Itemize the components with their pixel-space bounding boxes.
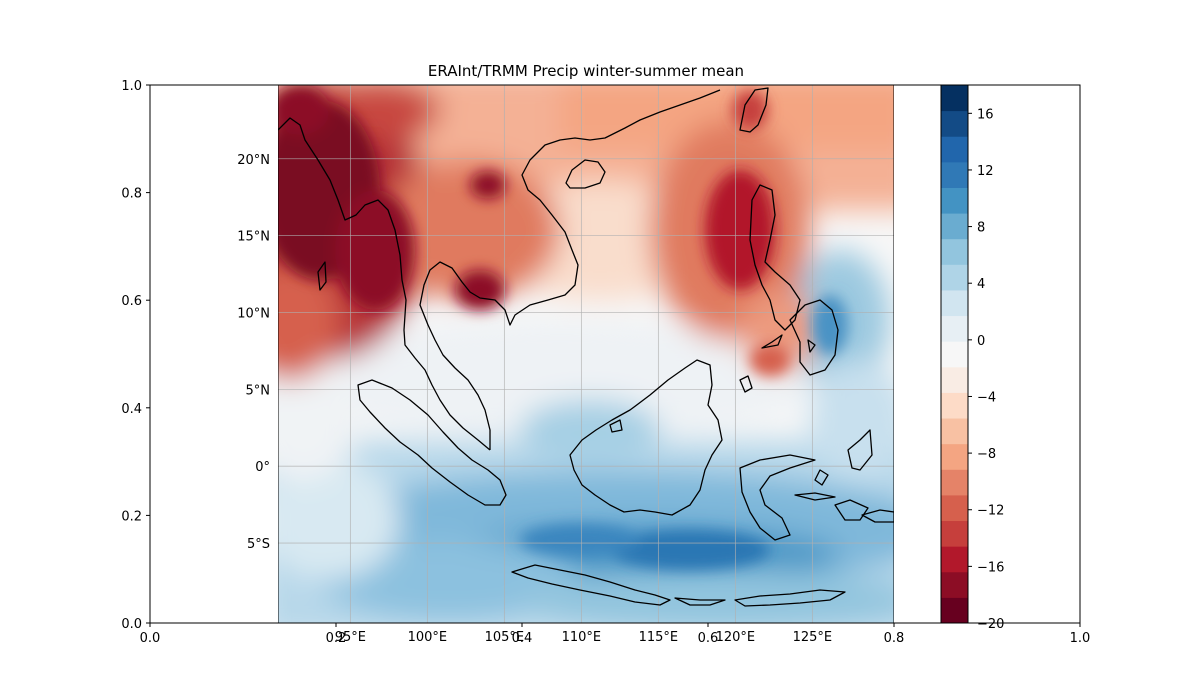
lon-labels: 95°E 100°E 105°E 110°E 115°E 120°E 125°E [335,630,832,645]
colorbar-swatch [941,289,968,317]
outer-y-tick-label: 0.6 [121,294,142,309]
colorbar-swatch [941,341,968,368]
colorbar-tick-label: 4 [977,277,985,292]
coastlines [278,87,894,607]
colorbar-swatch [941,418,968,445]
colorbar-swatch [941,469,968,496]
lat-labels: 20°N 15°N 10°N 5°N 0° 5°S [237,153,270,552]
colorbar-tick-label: 8 [977,221,985,236]
lon-label: 95°E [335,630,366,645]
colorbar-swatch [941,110,968,137]
lat-label: 0° [255,460,270,475]
colorbar-swatch [941,213,968,240]
colorbar-swatch [941,264,968,291]
map-panel [278,85,894,623]
outer-x-tick-label: 0.6 [698,631,719,646]
colorbar-swatch [941,161,968,188]
colorbar-tick-label: −16 [977,560,1004,575]
colorbar-swatch [941,187,968,214]
colorbar-tick-label: 16 [977,107,994,122]
outer-x-tick-label: 0.0 [140,631,161,646]
lon-label: 115°E [639,630,679,645]
outer-x-tick-label: 0.8 [884,631,905,646]
colorbar-tick-label: −8 [977,447,996,462]
outer-y-tick-label: 0.4 [121,402,142,417]
lat-label: 5°N [246,383,271,398]
colorbar-tick-label: 12 [977,164,994,179]
outer-x-tick-label: 0.2 [326,631,347,646]
colorbar-swatch [941,443,968,470]
colorbar-swatch [941,315,968,342]
outer-x-tick-label: 1.0 [1070,631,1091,646]
colorbar-swatch [941,366,968,393]
lat-label: 5°S [247,537,270,552]
colorbar-swatch [941,238,968,265]
outer-y-tick-label: 0.2 [121,509,142,524]
outer-y-tick-label: 0.0 [121,617,142,632]
lat-label: 15°N [237,230,270,245]
colorbar-swatch [941,520,968,547]
colorbar-swatch [941,546,968,573]
lon-label: 100°E [408,630,448,645]
chart-title: ERAInt/TRMM Precip winter-summer mean [428,62,744,80]
outer-y-tick-label: 0.8 [121,187,142,202]
colorbar-swatch [941,136,968,163]
colorbar-tick-label: −4 [977,390,996,405]
colorbar-swatch [941,597,968,624]
colorbar-swatch [941,494,968,522]
colorbar-swatch [941,571,968,598]
colorbar-tick-label: −20 [977,617,1004,632]
colorbar-swatch [941,85,968,112]
lon-label: 105°E [485,630,525,645]
lon-label: 110°E [562,630,602,645]
colorbar-ticks: −20 −16 −12 −8 −4 0 4 8 12 16 [968,107,1004,632]
lon-label: 125°E [793,630,833,645]
outer-y-tick-label: 1.0 [121,79,142,94]
lat-label: 10°N [237,306,270,321]
colorbar-swatch [941,392,968,419]
map-gridlines [278,85,894,623]
outer-axes-ticks: 0.0 0.2 0.4 0.6 0.8 1.0 0.0 0.2 0.4 0.6 0.8 1.0 [121,79,1090,646]
lat-label: 20°N [237,153,270,168]
colorbar [941,85,968,624]
precip-field [278,85,894,623]
colorbar-tick-label: 0 [977,334,985,349]
colorbar-frame [940,84,969,624]
colorbar-tick-label: −12 [977,504,1004,519]
outer-x-tick-label: 0.4 [512,631,533,646]
lon-label: 120°E [716,630,756,645]
